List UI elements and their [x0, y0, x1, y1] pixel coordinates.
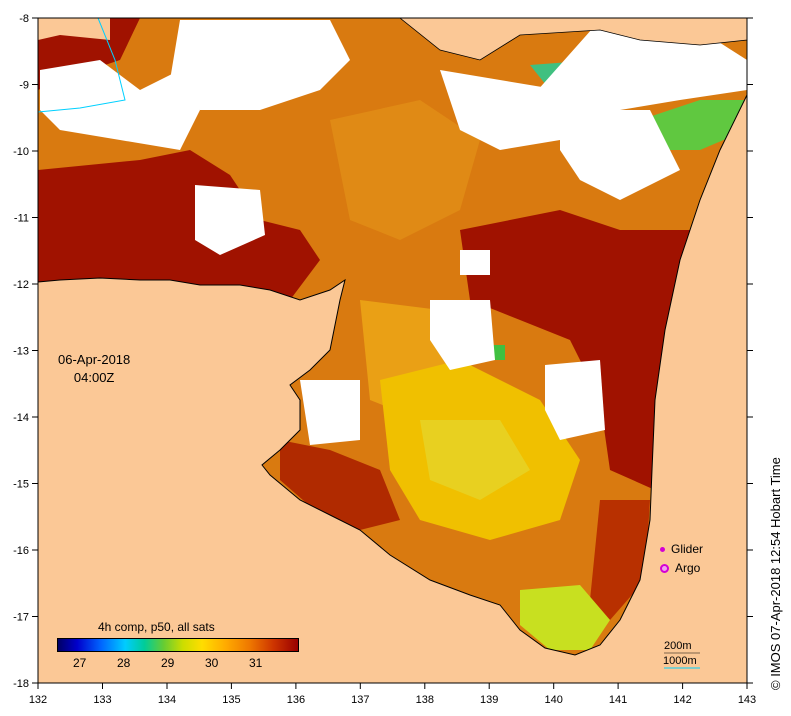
- colorbar-tick-label: 30: [205, 656, 219, 670]
- date-time-label: 06-Apr-2018 04:00Z: [58, 351, 130, 387]
- y-tick-label: -8: [19, 13, 29, 25]
- x-tick-label: 140: [545, 694, 563, 706]
- legend-glider: Glider: [660, 542, 703, 556]
- colorbar-tick-label: 28: [117, 656, 131, 670]
- y-tick-label: -15: [13, 479, 29, 491]
- y-tick-label: -14: [13, 412, 29, 424]
- argo-marker-icon: [660, 564, 669, 574]
- y-tick-label: -17: [13, 612, 29, 624]
- legend-argo-label: Argo: [675, 561, 701, 575]
- y-tick-label: -10: [13, 146, 29, 158]
- x-tick-label: 138: [416, 694, 434, 706]
- y-tick-label: -13: [13, 346, 29, 358]
- x-tick-label: 139: [480, 694, 498, 706]
- y-axis: -8 -9 -10 -11 -12 -13 -14 -15 -16 -17 -1…: [13, 13, 753, 690]
- x-tick-label: 136: [287, 694, 305, 706]
- colorbar-tick-label: 31: [249, 656, 263, 670]
- colorbar-tick-label: 29: [161, 656, 175, 670]
- isobath-1000m: [37, 17, 126, 113]
- glider-marker-icon: [660, 547, 665, 553]
- x-tick-label: 141: [609, 694, 627, 706]
- new-guinea-land: [38, 18, 110, 40]
- credit-text: © IMOS 07-Apr-2018 12:54 Hobart Time: [768, 457, 783, 690]
- x-tick-label: 143: [738, 694, 756, 706]
- y-tick-label: -12: [13, 279, 29, 291]
- y-tick-label: -11: [14, 213, 29, 225]
- y-tick-label: -16: [13, 545, 29, 557]
- x-tick-label: 133: [93, 694, 111, 706]
- time-text: 04:00Z: [73, 370, 115, 385]
- x-tick-label: 134: [158, 694, 176, 706]
- sea-surface-temperature: [38, 18, 747, 655]
- x-tick-label: 135: [222, 694, 240, 706]
- colorbar: [57, 638, 299, 652]
- colorbar-title: 4h comp, p50, all sats: [98, 620, 215, 634]
- x-tick-label: 132: [29, 694, 47, 706]
- legend-argo: Argo: [660, 561, 700, 575]
- y-tick-label: -9: [19, 80, 29, 92]
- colorbar-tick-label: 27: [73, 656, 87, 670]
- y-tick-label: -18: [13, 678, 29, 690]
- coastline: [37, 94, 748, 656]
- isobath-200m-label: 200m: [664, 640, 692, 652]
- x-axis: 132 133 134 135 136 137 138 139 140 141 …: [29, 683, 756, 706]
- x-tick-label: 137: [351, 694, 369, 706]
- isobath-1000m-label: 1000m: [663, 655, 697, 667]
- x-tick-label: 142: [673, 694, 691, 706]
- legend-glider-label: Glider: [671, 542, 704, 556]
- date-text: 06-Apr-2018: [58, 352, 131, 367]
